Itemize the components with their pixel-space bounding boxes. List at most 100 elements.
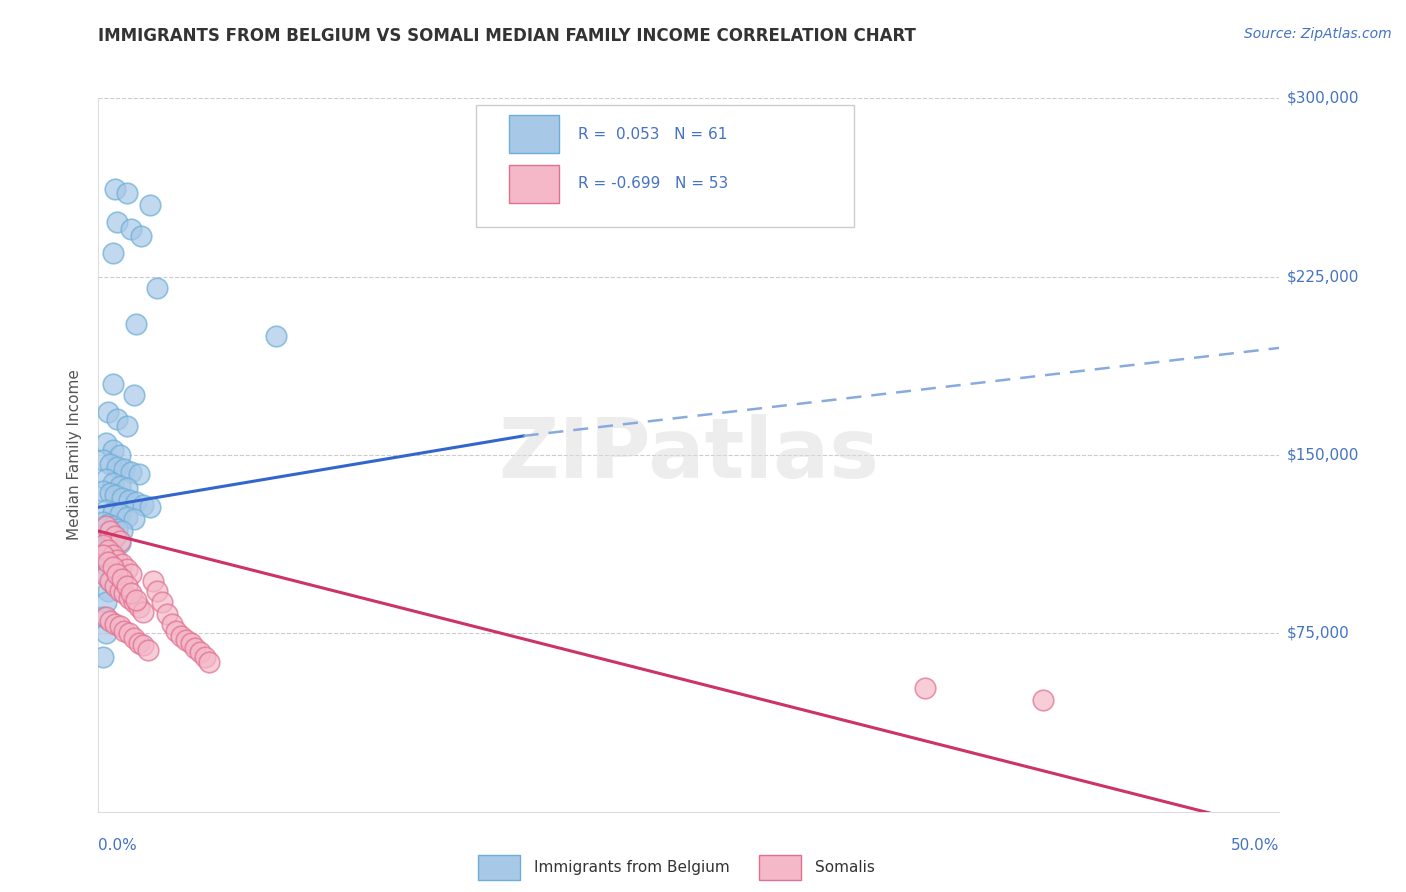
Y-axis label: Median Family Income: Median Family Income: [67, 369, 83, 541]
Point: [94, 502, 117, 516]
Point: [94, 569, 117, 583]
Point: [105, 459, 128, 474]
Point: [105, 566, 128, 581]
FancyBboxPatch shape: [477, 105, 855, 227]
Point: [98, 615, 121, 629]
Point: [129, 229, 152, 244]
Point: [111, 491, 134, 505]
Point: [108, 448, 131, 462]
Point: [132, 605, 155, 619]
Point: [121, 465, 143, 479]
Point: [160, 616, 183, 631]
Point: [91, 548, 114, 562]
Point: [118, 493, 141, 508]
Point: [136, 643, 159, 657]
Point: [132, 498, 155, 512]
Point: [118, 591, 141, 605]
Text: Source: ZipAtlas.com: Source: ZipAtlas.com: [1244, 27, 1392, 41]
Point: [91, 452, 114, 467]
Point: [101, 550, 124, 565]
Point: [105, 215, 128, 229]
Point: [115, 579, 138, 593]
Point: [97, 405, 120, 419]
Point: [101, 559, 124, 574]
Point: [188, 645, 211, 659]
Point: [121, 566, 143, 581]
Point: [101, 476, 124, 491]
Point: [121, 586, 143, 600]
Text: $150,000: $150,000: [1286, 448, 1358, 462]
Point: [108, 583, 131, 598]
FancyBboxPatch shape: [509, 165, 560, 203]
Point: [91, 483, 114, 498]
Point: [94, 566, 117, 581]
Point: [94, 626, 117, 640]
Point: [101, 376, 124, 391]
Point: [91, 609, 114, 624]
Point: [101, 519, 124, 533]
Bar: [478, 855, 520, 880]
Point: [98, 529, 121, 543]
Point: [115, 419, 138, 434]
Point: [139, 198, 162, 212]
Text: $75,000: $75,000: [1286, 626, 1350, 640]
Point: [132, 638, 155, 652]
Point: [156, 607, 179, 622]
Point: [128, 467, 150, 481]
Point: [91, 541, 114, 555]
Point: [104, 529, 127, 543]
Point: [115, 562, 138, 576]
Point: [105, 412, 128, 426]
Point: [111, 524, 134, 538]
Point: [98, 458, 121, 472]
Text: Somalis: Somalis: [815, 860, 876, 875]
Point: [94, 609, 117, 624]
Point: [146, 583, 169, 598]
Point: [118, 626, 141, 640]
Text: 50.0%: 50.0%: [1232, 838, 1279, 854]
Point: [150, 595, 173, 609]
Text: R = -0.699   N = 53: R = -0.699 N = 53: [578, 177, 728, 192]
Point: [180, 636, 202, 650]
Point: [105, 522, 128, 536]
Text: R =  0.053   N = 61: R = 0.053 N = 61: [578, 127, 727, 142]
Point: [97, 543, 120, 558]
Point: [122, 388, 145, 402]
Point: [105, 552, 128, 566]
Point: [94, 526, 117, 541]
Point: [142, 574, 165, 588]
Point: [91, 650, 114, 665]
Point: [98, 574, 121, 588]
Point: [91, 515, 114, 529]
Point: [264, 329, 287, 343]
Point: [98, 524, 121, 538]
Text: $300,000: $300,000: [1286, 91, 1360, 105]
Point: [94, 595, 117, 609]
Point: [94, 519, 117, 533]
Point: [128, 600, 150, 615]
FancyBboxPatch shape: [509, 115, 560, 153]
Point: [112, 624, 135, 638]
Point: [98, 574, 121, 588]
Point: [122, 631, 145, 645]
Point: [112, 462, 135, 476]
Point: [97, 555, 120, 569]
Point: [184, 640, 207, 655]
Point: [115, 481, 138, 495]
Point: [108, 619, 131, 633]
Point: [108, 508, 131, 522]
Point: [101, 548, 124, 562]
Point: [194, 650, 217, 665]
Point: [104, 616, 127, 631]
Point: [125, 317, 148, 331]
Point: [125, 593, 148, 607]
Bar: [759, 855, 801, 880]
Point: [104, 488, 127, 502]
Text: ZIPatlas: ZIPatlas: [499, 415, 879, 495]
Point: [125, 495, 148, 509]
Point: [101, 443, 124, 458]
Point: [115, 509, 138, 524]
Text: IMMIGRANTS FROM BELGIUM VS SOMALI MEDIAN FAMILY INCOME CORRELATION CHART: IMMIGRANTS FROM BELGIUM VS SOMALI MEDIAN…: [98, 27, 917, 45]
Point: [174, 633, 197, 648]
Point: [170, 629, 193, 643]
